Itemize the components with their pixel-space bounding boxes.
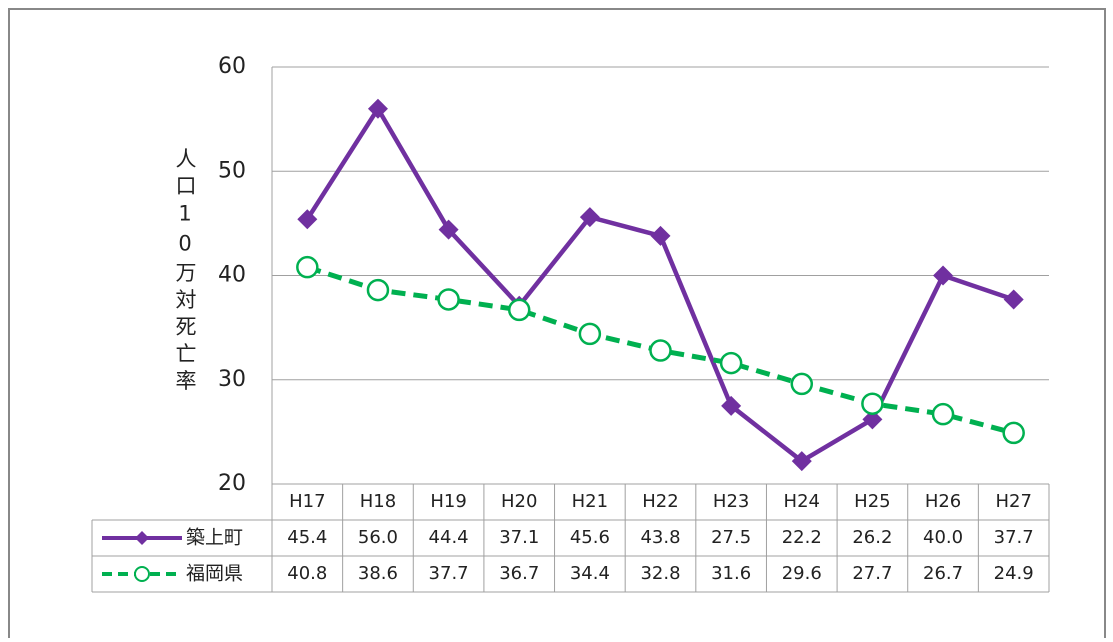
table-value: 43.8 [640, 527, 680, 548]
legend-label: 築上町 [186, 527, 243, 549]
y-tick-label: 50 [218, 158, 246, 183]
table-value: 34.4 [570, 563, 610, 584]
x-tick-label: H22 [642, 491, 678, 512]
table-value: 37.7 [994, 527, 1034, 548]
table-value: 38.6 [358, 563, 398, 584]
series-marker [650, 225, 671, 246]
series-marker [649, 339, 672, 362]
table-value: 24.9 [994, 563, 1034, 584]
legend-label: 福岡県 [186, 563, 243, 585]
series-marker [933, 265, 954, 286]
series-marker [1003, 289, 1024, 310]
table-value: 37.1 [499, 527, 539, 548]
x-tick-label: H18 [360, 491, 396, 512]
x-tick-label: H25 [854, 491, 890, 512]
table-value: 45.6 [570, 527, 610, 548]
series-marker [862, 409, 883, 430]
table-value: 40.8 [287, 563, 327, 584]
series-marker [366, 278, 390, 302]
table-value: 45.4 [287, 527, 327, 548]
x-tick-label: H23 [713, 491, 749, 512]
x-tick-label: H21 [572, 491, 608, 512]
series-marker [1002, 421, 1025, 445]
y-tick-label: 30 [218, 367, 246, 392]
series-marker [438, 219, 459, 240]
table-value: 36.7 [499, 563, 539, 584]
x-tick-label: H24 [784, 491, 820, 512]
series-marker [931, 402, 955, 426]
series-marker [579, 207, 600, 228]
series-marker [861, 392, 884, 415]
table-value: 56.0 [358, 527, 398, 548]
x-tick-label: H27 [995, 491, 1031, 512]
table-value: 22.2 [782, 527, 822, 548]
table-value: 32.8 [640, 563, 680, 584]
series-marker [297, 209, 318, 230]
series-marker [437, 288, 460, 311]
y-tick-label: 20 [218, 471, 246, 496]
series-marker [296, 255, 319, 279]
legend-marker [134, 566, 150, 582]
table-value: 31.6 [711, 563, 751, 584]
y-tick-label: 60 [218, 54, 246, 79]
table-value: 26.2 [852, 527, 892, 548]
y-axis-title: 人口10万対死亡率 [173, 148, 197, 397]
table-value: 27.7 [852, 563, 892, 584]
chart-frame [8, 8, 1106, 642]
series-marker [791, 451, 812, 472]
x-tick-label: H17 [289, 491, 325, 512]
series-marker [578, 322, 602, 346]
legend-marker [135, 531, 149, 545]
table-value: 40.0 [923, 527, 963, 548]
table-value: 37.7 [429, 563, 469, 584]
series-marker [367, 98, 388, 119]
y-tick-label: 40 [218, 263, 246, 288]
series-marker [790, 372, 814, 396]
table-value: 44.4 [429, 527, 469, 548]
x-tick-label: H19 [430, 491, 466, 512]
x-tick-label: H26 [925, 491, 961, 512]
series-marker [719, 351, 743, 375]
series-marker [721, 395, 742, 416]
table-value: 29.6 [782, 563, 822, 584]
table-value: 27.5 [711, 527, 751, 548]
table-value: 26.7 [923, 563, 963, 584]
x-tick-label: H20 [501, 491, 537, 512]
series-marker [507, 298, 531, 322]
